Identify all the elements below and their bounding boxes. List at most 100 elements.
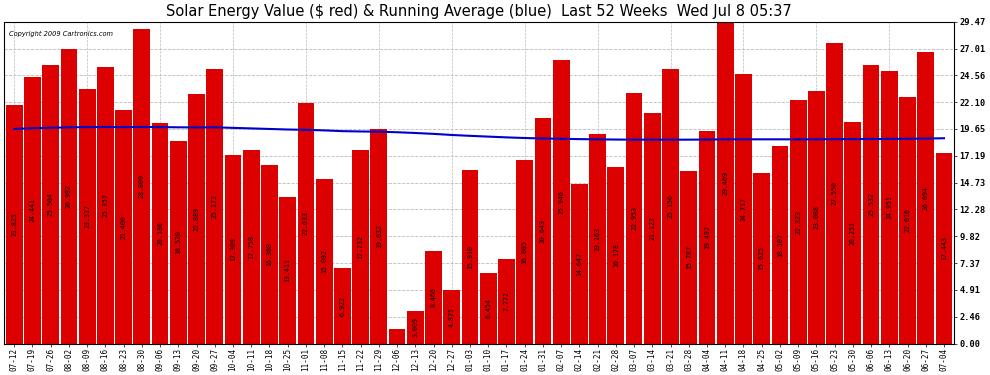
Bar [444,290,460,344]
Text: 27.550: 27.550 [832,181,838,205]
Text: 18.107: 18.107 [777,232,783,256]
Text: 20.251: 20.251 [849,221,855,245]
Text: 7.772: 7.772 [504,291,510,311]
Text: 3.009: 3.009 [412,317,419,337]
Bar [425,251,442,344]
Text: 28.809: 28.809 [139,174,145,198]
Text: 26.992: 26.992 [66,184,72,208]
Bar [589,134,606,344]
Text: 16.178: 16.178 [613,243,619,267]
Bar [552,60,569,344]
Text: 22.953: 22.953 [631,206,637,230]
Bar [115,110,132,344]
Bar [6,105,23,344]
Text: 21.406: 21.406 [121,214,127,238]
Text: 21.122: 21.122 [649,216,655,240]
Bar [735,74,751,344]
Bar [918,52,935,344]
Bar [571,184,588,344]
Bar [790,100,807,344]
Text: 15.910: 15.910 [467,244,473,268]
Bar [243,150,259,344]
Bar [881,71,898,344]
Text: 25.357: 25.357 [102,193,108,217]
Bar [170,141,187,344]
Text: 17.758: 17.758 [248,235,254,259]
Text: 19.163: 19.163 [595,227,601,251]
Text: 23.317: 23.317 [84,204,90,228]
Text: 18.520: 18.520 [175,230,181,254]
Text: 22.033: 22.033 [303,211,309,235]
Text: 22.616: 22.616 [905,208,911,232]
Bar [608,167,625,344]
Text: 4.875: 4.875 [448,307,454,327]
Bar [535,118,551,344]
Bar [717,22,734,344]
Text: 19.632: 19.632 [376,224,382,248]
Text: 16.368: 16.368 [266,242,272,266]
Bar [60,49,77,344]
Text: 25.532: 25.532 [868,192,874,216]
Bar [352,150,369,344]
Text: 25.946: 25.946 [558,190,564,214]
Bar [862,65,879,344]
Bar [370,129,387,344]
Text: 20.643: 20.643 [540,219,545,243]
Bar [43,65,59,344]
Bar [97,67,114,344]
Text: 29.469: 29.469 [723,171,729,195]
Text: 6.454: 6.454 [485,298,491,318]
Bar [206,69,223,344]
Bar [389,328,406,344]
Text: 19.497: 19.497 [704,225,710,249]
Bar [936,153,952,344]
Bar [699,130,716,344]
Bar [498,259,515,344]
Bar [680,171,697,344]
Bar [225,154,242,344]
Text: 6.922: 6.922 [340,296,346,316]
Text: 25.172: 25.172 [212,194,218,218]
Bar [151,123,168,344]
Bar [480,273,497,344]
Text: 8.466: 8.466 [431,287,437,308]
Text: 24.951: 24.951 [886,195,892,219]
Text: 17.732: 17.732 [357,235,363,259]
Text: Copyright 2009 Cartronics.com: Copyright 2009 Cartronics.com [9,32,113,38]
Text: 24.441: 24.441 [30,198,36,222]
Bar [644,113,660,344]
Bar [626,93,643,344]
Bar [316,179,333,344]
Text: 25.156: 25.156 [667,194,673,218]
Bar [753,173,770,344]
Text: 21.825: 21.825 [11,212,17,236]
Text: 13.411: 13.411 [285,258,291,282]
Text: 17.443: 17.443 [941,236,947,260]
Bar [24,76,41,344]
Text: 15.092: 15.092 [321,249,327,273]
Bar [188,94,205,344]
Bar [134,29,150,344]
Text: 16.805: 16.805 [522,240,528,264]
Text: 25.504: 25.504 [48,192,53,216]
Bar [279,197,296,344]
Text: 22.323: 22.323 [795,210,801,234]
Bar [827,43,843,344]
Bar [844,122,861,344]
Text: 20.186: 20.186 [157,221,163,245]
Bar [298,103,314,344]
Bar [79,89,95,344]
Text: 22.889: 22.889 [193,207,200,231]
Bar [771,146,788,344]
Text: 24.717: 24.717 [741,196,746,220]
Text: 15.625: 15.625 [758,246,764,270]
Bar [334,268,350,344]
Bar [899,97,916,344]
Text: 15.787: 15.787 [686,245,692,269]
Bar [407,310,424,344]
Title: Solar Energy Value ($ red) & Running Average (blue)  Last 52 Weeks  Wed Jul 8 05: Solar Energy Value ($ red) & Running Ave… [166,4,792,19]
Bar [517,160,533,344]
Text: 23.088: 23.088 [814,206,820,230]
Bar [461,170,478,344]
Bar [662,69,679,344]
